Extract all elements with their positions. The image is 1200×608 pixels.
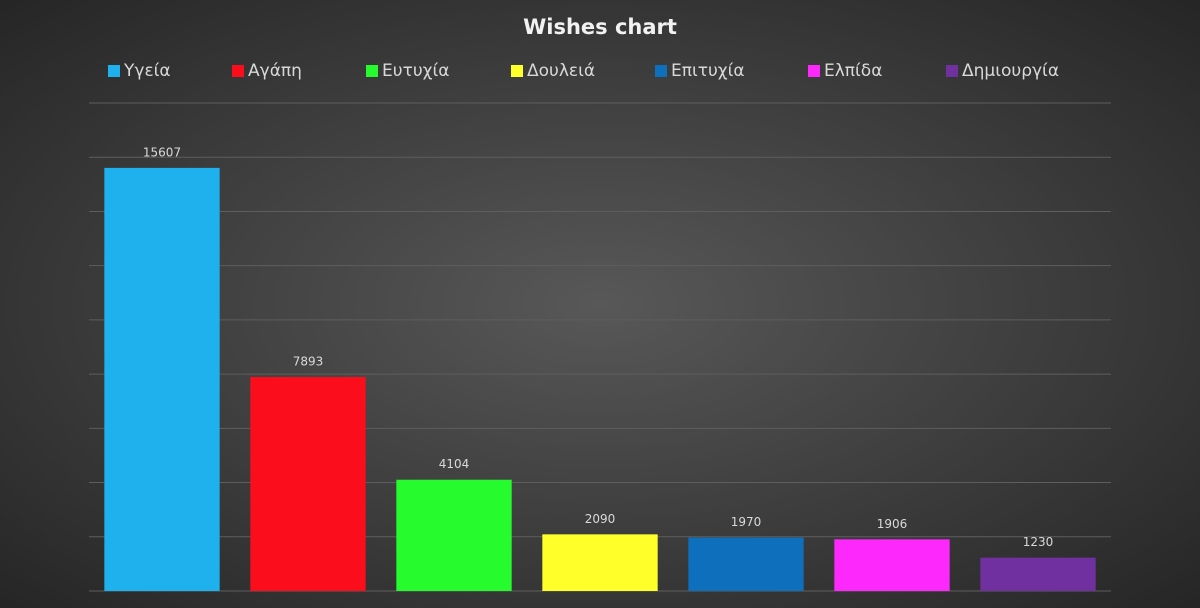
legend-label: Ευτυχία — [382, 61, 449, 81]
data-label: 1230 — [1023, 535, 1054, 549]
legend-swatch — [946, 65, 958, 77]
legend-swatch — [232, 65, 244, 77]
bar — [834, 539, 950, 591]
bar — [396, 479, 512, 591]
legend-swatch — [511, 65, 523, 77]
bar — [688, 537, 804, 591]
legend-label: Δουλειά — [527, 61, 595, 81]
legend-swatch — [108, 65, 120, 77]
bar — [980, 557, 1096, 591]
data-label: 1906 — [877, 517, 908, 531]
data-label: 15607 — [143, 145, 181, 159]
legend-label: Υγεία — [123, 61, 171, 81]
chart-title: Wishes chart — [523, 15, 677, 39]
data-label: 7893 — [293, 355, 324, 369]
legend-label: Αγάπη — [248, 61, 302, 81]
legend-swatch — [808, 65, 820, 77]
data-label: 4104 — [439, 457, 470, 471]
bar — [104, 167, 220, 591]
data-label: 1970 — [731, 515, 762, 529]
legend-label: Δημιουργία — [962, 61, 1059, 81]
legend-swatch — [366, 65, 378, 77]
legend-swatch — [655, 65, 667, 77]
bar — [250, 377, 366, 591]
bar — [542, 534, 658, 591]
data-label: 2090 — [585, 512, 616, 526]
legend-label: Ελπίδα — [824, 61, 882, 81]
legend-label: Επιτυχία — [671, 61, 745, 81]
